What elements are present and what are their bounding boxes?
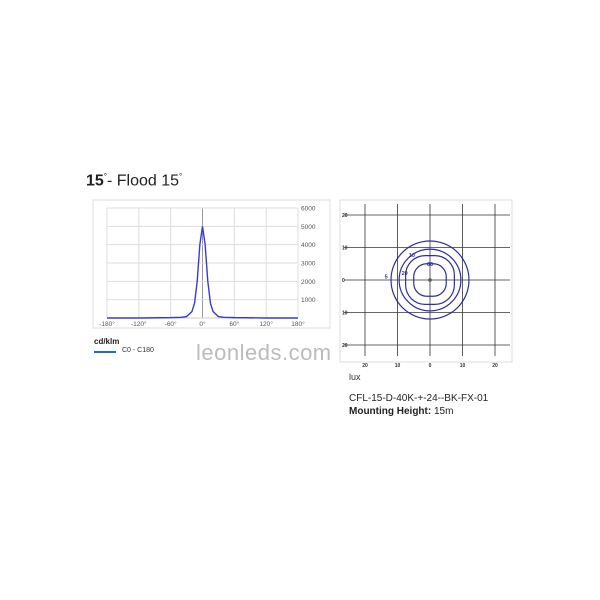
series-line xyxy=(107,226,298,319)
x-tick-label: 10 xyxy=(395,363,401,369)
y-tick-label: 3000 xyxy=(301,261,316,268)
y-tick-label: 10 xyxy=(342,246,348,252)
x-tick-label: 180° xyxy=(291,320,305,328)
watermark: leonleds.com xyxy=(196,340,332,365)
isolux-contour xyxy=(413,263,447,297)
y-tick-label: 1000 xyxy=(301,297,316,304)
y-tick-label: 5000 xyxy=(301,224,316,231)
contour-label: 5 xyxy=(385,274,388,280)
y-tick-label: 2000 xyxy=(301,279,316,286)
x-tick-label: 10 xyxy=(460,363,466,369)
x-tick-label: 0° xyxy=(199,320,206,328)
isolux-chart: 20 20 10 10 0 0 10 10 20 20 5 10 20 60 xyxy=(342,204,510,369)
isolux-contour xyxy=(405,255,455,305)
x-tick-label: 20 xyxy=(492,363,498,369)
mounting-value: 15m xyxy=(433,406,454,417)
y-tick-label: 20 xyxy=(342,343,348,349)
x-tick-label: -180° xyxy=(99,320,115,328)
chart-title: 15°- Flood 15° xyxy=(86,172,183,190)
isolux-frame xyxy=(339,199,513,363)
x-tick-label: -120° xyxy=(131,320,147,328)
center-point xyxy=(428,278,432,282)
x-tick-label: 120° xyxy=(259,320,273,328)
y-tick-label: 0 xyxy=(342,278,345,284)
x-tick-label: 0 xyxy=(429,363,432,369)
y-tick-label: 20 xyxy=(342,213,348,219)
x-tick-label: 60° xyxy=(229,320,239,328)
candela-chart-frame xyxy=(92,199,331,329)
mounting-height: Mounting Height: 15m xyxy=(349,406,453,417)
candela-chart: -180° -120° -60° 0° 60° 120° 180° 6000 5000 4000 3… xyxy=(99,206,316,329)
contour-label: 20 xyxy=(402,271,408,277)
isolux-contour xyxy=(390,240,470,320)
lux-label: lux xyxy=(349,372,361,382)
isolux-contour xyxy=(398,248,462,312)
x-tick-label: -60° xyxy=(165,320,177,328)
y-tick-label: 6000 xyxy=(301,206,316,213)
contour-label: 60 xyxy=(427,262,433,268)
unit-label: cd/klm xyxy=(94,337,120,346)
mounting-label: Mounting Height: xyxy=(349,406,432,417)
y-tick-label: 4000 xyxy=(301,242,316,249)
x-tick-label: 20 xyxy=(362,363,368,369)
model-code: CFL-15-D-40K-+-24--BK-FX-01 xyxy=(349,393,489,404)
legend-swatch xyxy=(94,351,116,353)
y-tick-label: 10 xyxy=(342,311,348,317)
legend-label: C0 - C180 xyxy=(122,347,154,354)
contour-label: 10 xyxy=(409,253,415,259)
